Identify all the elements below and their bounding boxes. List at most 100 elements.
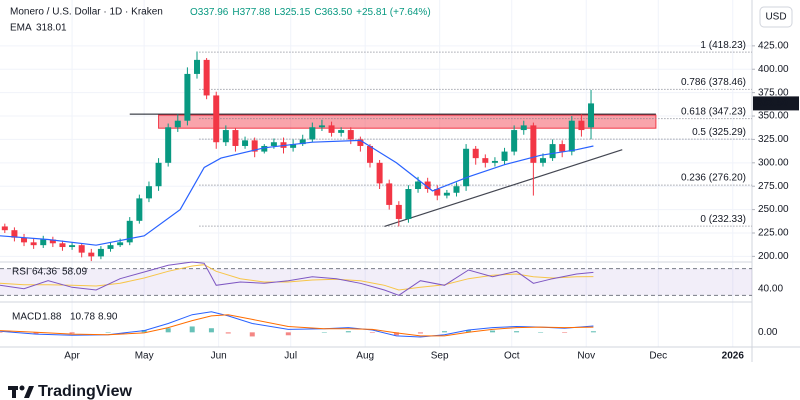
fib-label: 0.618 (347.23) bbox=[681, 106, 746, 117]
macd-histogram-bar bbox=[141, 329, 147, 333]
x-tick-label: Jun bbox=[211, 351, 227, 362]
y-tick-label: 225.00 bbox=[758, 228, 789, 239]
ema-name: EMA bbox=[10, 23, 32, 34]
candle-body bbox=[155, 162, 162, 187]
currency[interactable]: USD bbox=[765, 12, 786, 23]
candle-body bbox=[107, 245, 114, 249]
macd-histogram-bar bbox=[562, 332, 568, 333]
macd-legend-value: 8.90 bbox=[98, 312, 118, 323]
rsi-legend-value: 58.09 bbox=[62, 267, 87, 278]
x-tick-label: Jul bbox=[284, 351, 297, 362]
rsi-legend-value: 64.36 bbox=[32, 267, 57, 278]
candle-body bbox=[1, 226, 8, 231]
grid bbox=[0, 0, 752, 347]
fib-label: 0 (232.33) bbox=[700, 214, 746, 225]
candle-body bbox=[443, 192, 450, 196]
candle-body bbox=[318, 125, 325, 128]
ohlc-value: O337.96 bbox=[190, 7, 229, 18]
candle-body bbox=[261, 145, 268, 152]
candle-body bbox=[117, 242, 124, 246]
candle-body bbox=[453, 186, 460, 193]
candle-body bbox=[242, 140, 249, 146]
candle-body bbox=[213, 95, 220, 143]
macd-histogram-bar bbox=[321, 332, 327, 333]
candle-body bbox=[530, 125, 537, 163]
macd-histogram-bar bbox=[538, 332, 544, 333]
candle-body bbox=[424, 181, 431, 190]
trendline bbox=[384, 149, 623, 228]
macd-histogram-bar bbox=[285, 332, 291, 336]
rsi-line bbox=[0, 261, 594, 296]
y-tick-label: 200.00 bbox=[758, 251, 789, 262]
macd-histogram-bar bbox=[69, 332, 75, 334]
candle-body bbox=[539, 158, 546, 163]
macd-histogram-bar bbox=[393, 332, 399, 336]
candle-body bbox=[88, 252, 95, 257]
candle-body bbox=[568, 120, 575, 152]
candle-body bbox=[501, 151, 508, 161]
macd-histogram-bar bbox=[105, 332, 111, 333]
macd-legend-value: 1.88 bbox=[42, 312, 62, 323]
x-tick-label: Sep bbox=[431, 351, 449, 362]
y-tick-label: 375.00 bbox=[758, 87, 789, 98]
candle-body bbox=[184, 73, 191, 121]
x-tick-label: Aug bbox=[356, 351, 374, 362]
macd-histogram-bar bbox=[189, 326, 195, 333]
macd-tick-label: 0.00 bbox=[758, 327, 778, 338]
candle-body bbox=[395, 204, 402, 219]
y-tick-label: 400.00 bbox=[758, 64, 789, 75]
y-tick-label: 300.00 bbox=[758, 157, 789, 168]
candle-body bbox=[338, 130, 345, 133]
logo-part bbox=[19, 385, 25, 391]
rsi-tick-label: 40.00 bbox=[758, 283, 783, 294]
x-tick-label: Oct bbox=[504, 351, 520, 362]
ema-line bbox=[0, 139, 594, 246]
candle-body bbox=[30, 242, 37, 246]
ohlc-value: C363.50 bbox=[314, 7, 352, 18]
candle-body bbox=[21, 237, 28, 243]
ohlc-value: H377.88 bbox=[232, 7, 270, 18]
candle-body bbox=[232, 130, 239, 146]
y-tick-label: 275.00 bbox=[758, 181, 789, 192]
candle-body bbox=[78, 245, 85, 253]
ohlc-value: L325.15 bbox=[274, 7, 311, 18]
candle-body bbox=[11, 230, 18, 238]
ema-value: 318.01 bbox=[36, 23, 67, 34]
candle-body bbox=[270, 142, 277, 146]
candle-body bbox=[405, 189, 412, 219]
macd-histogram-bar bbox=[0, 332, 3, 333]
brand: TradingView bbox=[38, 383, 133, 400]
candle-body bbox=[203, 59, 210, 96]
chart-title: Monero / U.S. Dollar · 1D · Kraken bbox=[10, 7, 163, 18]
candle-body bbox=[59, 243, 66, 248]
macd-name: MACD bbox=[12, 312, 41, 323]
ohlc-legend: O337.96 H377.88 L325.15 C363.50 +25.81 (+7.6… bbox=[190, 7, 431, 18]
fib-label: 1 (418.23) bbox=[700, 40, 746, 51]
ohlc-value: +25.81 (+7.64%) bbox=[356, 7, 431, 18]
macd-histogram-bar bbox=[165, 328, 171, 333]
candle-body bbox=[357, 139, 364, 146]
macd-histogram-bar bbox=[249, 332, 255, 337]
logo-part bbox=[24, 386, 34, 398]
fib-label: 0.5 (325.29) bbox=[692, 127, 746, 138]
macd-histogram-bar bbox=[514, 331, 520, 333]
currency-button[interactable] bbox=[759, 6, 793, 28]
macd-histogram-bar bbox=[225, 332, 231, 334]
brand-logo bbox=[8, 385, 34, 398]
candle-body bbox=[415, 181, 422, 190]
y-tick-label: 425.00 bbox=[758, 40, 789, 51]
candle-body bbox=[222, 130, 229, 143]
candle-body bbox=[40, 239, 47, 246]
last-price-label: 363.50 bbox=[757, 98, 788, 109]
logo-part bbox=[12, 386, 16, 398]
candle-body bbox=[174, 120, 181, 128]
candle-body bbox=[290, 144, 297, 148]
candle-body bbox=[511, 130, 518, 152]
candle-body bbox=[472, 148, 479, 159]
candle-body bbox=[49, 239, 56, 244]
macd-histogram-bar bbox=[369, 332, 375, 333]
x-tick-label: 2026 bbox=[722, 351, 745, 362]
candle-body bbox=[520, 125, 527, 131]
